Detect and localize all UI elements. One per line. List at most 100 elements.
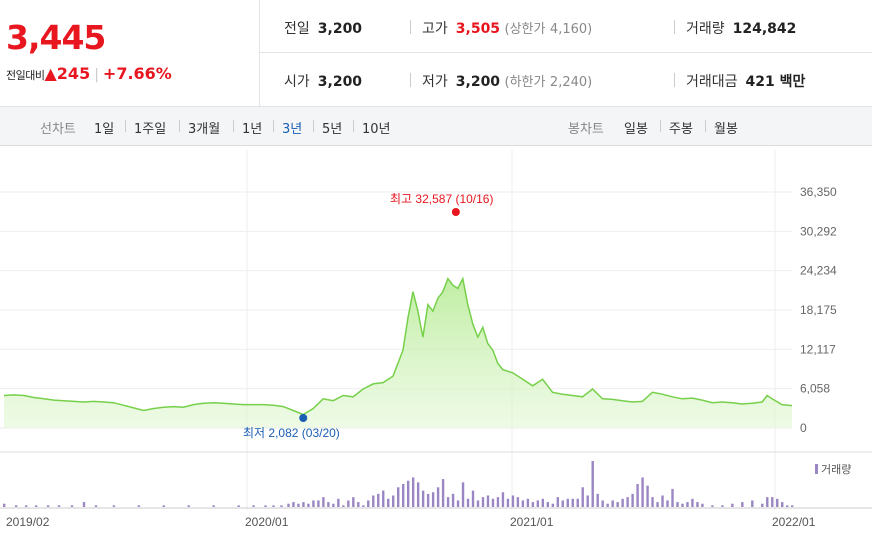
line-chart-label: 선차트 <box>40 122 76 137</box>
change-percent: +7.66% <box>102 64 172 83</box>
volume-bar <box>501 492 505 507</box>
volume-bar <box>322 497 325 507</box>
volume-bar <box>317 500 320 507</box>
volume-bar <box>516 497 520 507</box>
divider <box>674 73 675 87</box>
volume-bar <box>187 505 190 507</box>
volume-bar <box>701 503 704 507</box>
high-marker <box>451 208 460 216</box>
volume-bar <box>521 500 525 507</box>
volume-bar <box>436 487 440 507</box>
tab-3y[interactable]: 3년 <box>282 122 303 137</box>
volume-bar <box>347 500 350 507</box>
volume-stat: 거래량 124,842 <box>686 21 797 37</box>
volume-bar <box>581 487 584 507</box>
volume-bar <box>387 498 390 507</box>
volume-bar <box>392 495 395 507</box>
low-marker <box>299 414 308 422</box>
tab-3m[interactable]: 3개월 <box>188 122 221 137</box>
volume-bar <box>327 502 330 507</box>
volume-bar <box>382 490 385 507</box>
volume-bar <box>14 505 18 507</box>
divider <box>410 20 411 34</box>
volume-bar <box>766 497 769 507</box>
volume-bar <box>264 505 267 507</box>
trade-amount: 거래대금 421 백만 <box>686 74 806 90</box>
volume-bar <box>406 480 410 507</box>
volume-bar <box>491 498 495 507</box>
volume-bar <box>34 505 38 507</box>
volume-bar <box>471 490 475 507</box>
tab-10y[interactable]: 10년 <box>362 122 391 137</box>
divider <box>410 73 411 87</box>
stats-row-2: 시가 3,200 저가 3,200 (하한가 2,240) 거래대금 421 백만 <box>260 53 872 105</box>
price-box: 3,445 전일대비▲245 | +7.66% <box>0 0 260 106</box>
high-annotation: 최고 32,587 (10/16) <box>390 192 493 206</box>
volume-bar <box>82 502 86 507</box>
tab-1y[interactable]: 1년 <box>242 122 263 137</box>
volume-bar <box>666 500 669 507</box>
volume-bar <box>591 461 594 507</box>
volume-bar <box>531 502 535 507</box>
y-tick-label: 0 <box>800 421 807 435</box>
volume-bar <box>486 495 490 507</box>
volume-bar <box>771 497 774 507</box>
volume-bar <box>576 498 579 507</box>
volume-bar <box>431 492 435 507</box>
volume-bar <box>616 502 619 507</box>
volume-bar <box>46 505 50 507</box>
chart-tabs: 선차트 1일 1주일 3개월 1년 3년 5년 10년 봉차트 일봉 주봉 월봉 <box>0 107 872 146</box>
volume-bar <box>3 503 6 507</box>
volume-bar <box>476 500 480 507</box>
volume-bar <box>292 502 295 507</box>
tab-5y[interactable]: 5년 <box>322 122 343 137</box>
volume-bar <box>441 479 445 507</box>
low-annotation: 최저 2,082 (03/20) <box>243 426 340 440</box>
volume-bar <box>456 500 460 507</box>
volume-bar <box>297 503 300 507</box>
volume-bar <box>352 497 355 507</box>
volume-bar <box>526 498 530 507</box>
tab-1w[interactable]: 1주일 <box>134 122 167 137</box>
volume-bar <box>556 497 559 507</box>
volume-bar <box>421 490 425 507</box>
volume-bar <box>731 503 734 507</box>
volume-bar <box>606 503 609 507</box>
volume-bar <box>302 502 305 507</box>
quote-header: 3,445 전일대비▲245 | +7.66% 전일 3,200 고가 3,505 (상… <box>0 0 872 107</box>
y-tick-label: 12,117 <box>800 342 836 356</box>
y-tick-label: 6,058 <box>800 382 830 396</box>
tab-daily[interactable]: 일봉 <box>624 122 648 137</box>
x-tick-label: 2019/02 <box>6 515 50 529</box>
prev-close: 전일 3,200 <box>284 21 363 37</box>
volume-bar <box>481 497 485 507</box>
volume-bar <box>237 505 240 507</box>
change-label: 전일대비 <box>6 69 45 82</box>
volume-bar <box>776 498 779 507</box>
volume-bar <box>252 505 255 507</box>
tab-monthly[interactable]: 월봉 <box>714 122 738 137</box>
current-price: 3,445 <box>6 18 106 57</box>
volume-bar <box>426 493 430 507</box>
volume-bar <box>446 497 450 507</box>
tab-1d[interactable]: 1일 <box>94 122 115 137</box>
volume-bar <box>137 505 141 507</box>
volume-bar <box>70 505 74 507</box>
up-arrow-icon: ▲ <box>44 64 57 83</box>
volume-bar <box>711 505 714 507</box>
volume-bar <box>536 500 540 507</box>
volume-bar <box>546 502 550 507</box>
volume-bar <box>786 505 789 507</box>
volume-bar <box>466 498 470 507</box>
volume-bar <box>337 498 340 507</box>
price-area <box>4 278 792 428</box>
volume-legend-swatch <box>815 464 818 474</box>
volume-bar <box>57 505 61 507</box>
volume-bar <box>377 493 380 507</box>
volume-bar <box>566 498 569 507</box>
volume-bar <box>367 500 370 507</box>
tab-weekly[interactable]: 주봉 <box>669 122 693 137</box>
volume-bar <box>626 497 629 507</box>
volume-bar <box>416 482 420 507</box>
